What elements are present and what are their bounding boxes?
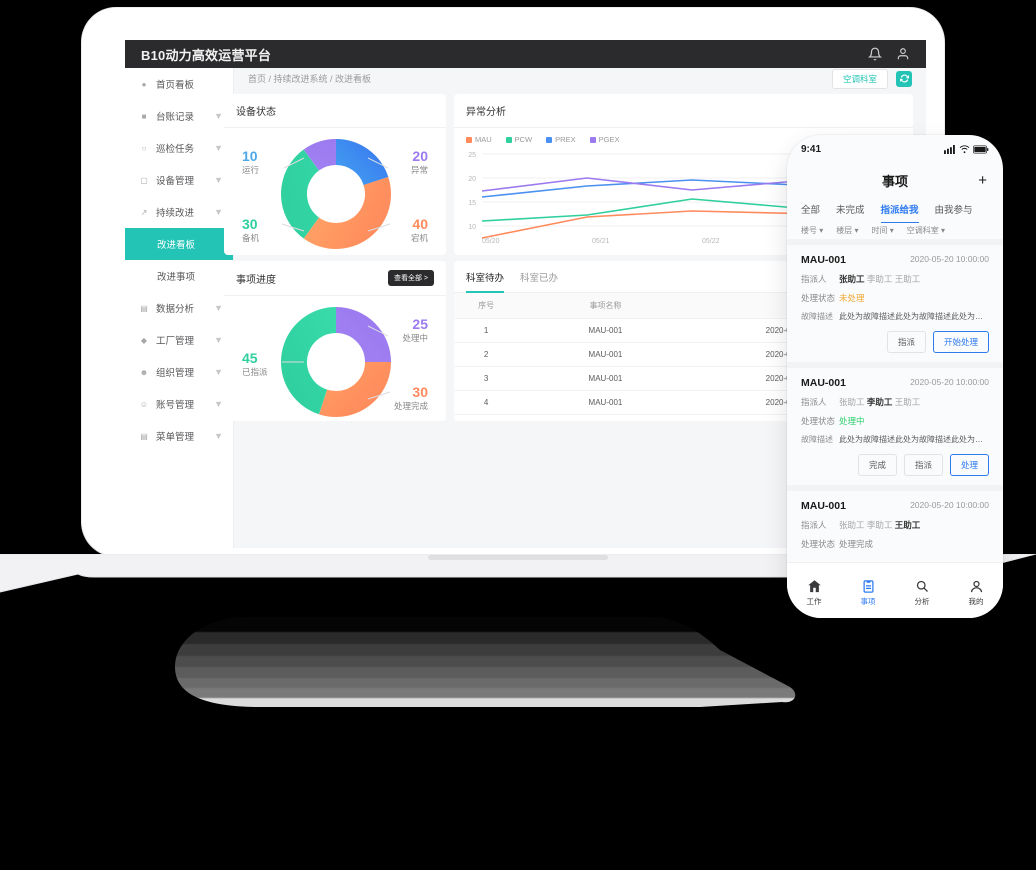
svg-text:05/21: 05/21 bbox=[592, 238, 610, 245]
svg-text:20: 20 bbox=[468, 176, 476, 183]
svg-text:05/20: 05/20 bbox=[482, 238, 500, 245]
svg-text:05/22: 05/22 bbox=[702, 238, 720, 245]
svg-text:25: 25 bbox=[468, 152, 476, 159]
svg-text:10: 10 bbox=[468, 224, 476, 231]
svg-text:15: 15 bbox=[468, 200, 476, 207]
